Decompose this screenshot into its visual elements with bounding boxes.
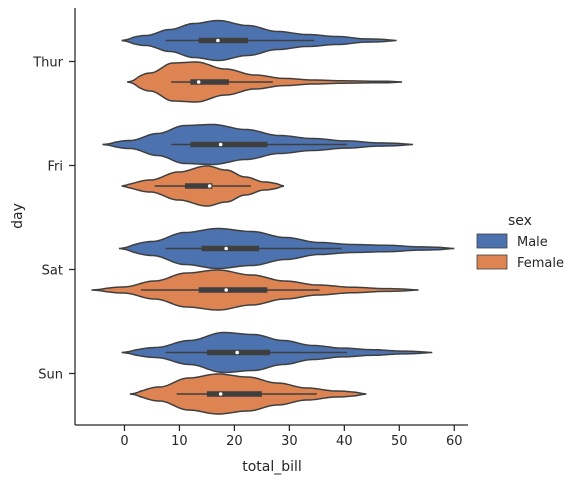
y-tick-label: Sat [42, 264, 63, 279]
series-female [91, 61, 419, 415]
median-dot-female-sun [218, 392, 223, 396]
legend-swatch-male [476, 233, 508, 249]
y-axis-label: day [10, 203, 26, 229]
series-male [102, 19, 455, 374]
legend-title: sex [508, 213, 532, 229]
y-ticks: Thur Fri Sat Sun [32, 56, 75, 383]
median-dot-female-thur [196, 80, 201, 84]
y-tick-label: Fri [48, 160, 64, 175]
x-tick-label: 50 [391, 434, 408, 449]
median-dot-male-sat [224, 246, 228, 251]
iqr-box-female-thur [190, 79, 229, 85]
legend-label-female: Female [517, 256, 564, 271]
y-tick-label: Thur [32, 56, 63, 71]
median-dot-male-thur [216, 38, 220, 43]
x-tick-label: 20 [226, 434, 243, 449]
x-tick-label: 0 [120, 434, 128, 449]
x-tick-label: 30 [281, 434, 298, 449]
median-dot-male-fri [218, 142, 223, 147]
iqr-box-female-fri [184, 183, 213, 189]
x-tick-label: 60 [446, 434, 463, 449]
x-axis-label: total_bill [242, 459, 302, 475]
legend-swatch-female [476, 254, 508, 270]
iqr-box-male-thur [198, 37, 249, 44]
plot-area [91, 19, 455, 415]
iqr-box-female-sun [206, 391, 262, 397]
y-tick-label: Sun [38, 368, 63, 383]
iqr-box-female-sat [198, 287, 268, 293]
iqr-box-male-sat [201, 245, 260, 252]
axes: 0 10 20 30 40 50 60 Thur Fri Sat Sun total_bill d… [10, 8, 468, 475]
median-dot-female-fri [207, 184, 212, 188]
legend-label-male: Male [517, 235, 548, 250]
legend: sex Male Female [476, 213, 564, 271]
iqr-box-male-fri [190, 141, 268, 148]
median-dot-female-sat [224, 288, 228, 292]
x-tick-label: 40 [336, 434, 353, 449]
median-dot-male-sun [235, 350, 239, 355]
x-ticks: 0 10 20 30 40 50 60 [120, 425, 463, 449]
x-tick-label: 10 [171, 434, 188, 449]
